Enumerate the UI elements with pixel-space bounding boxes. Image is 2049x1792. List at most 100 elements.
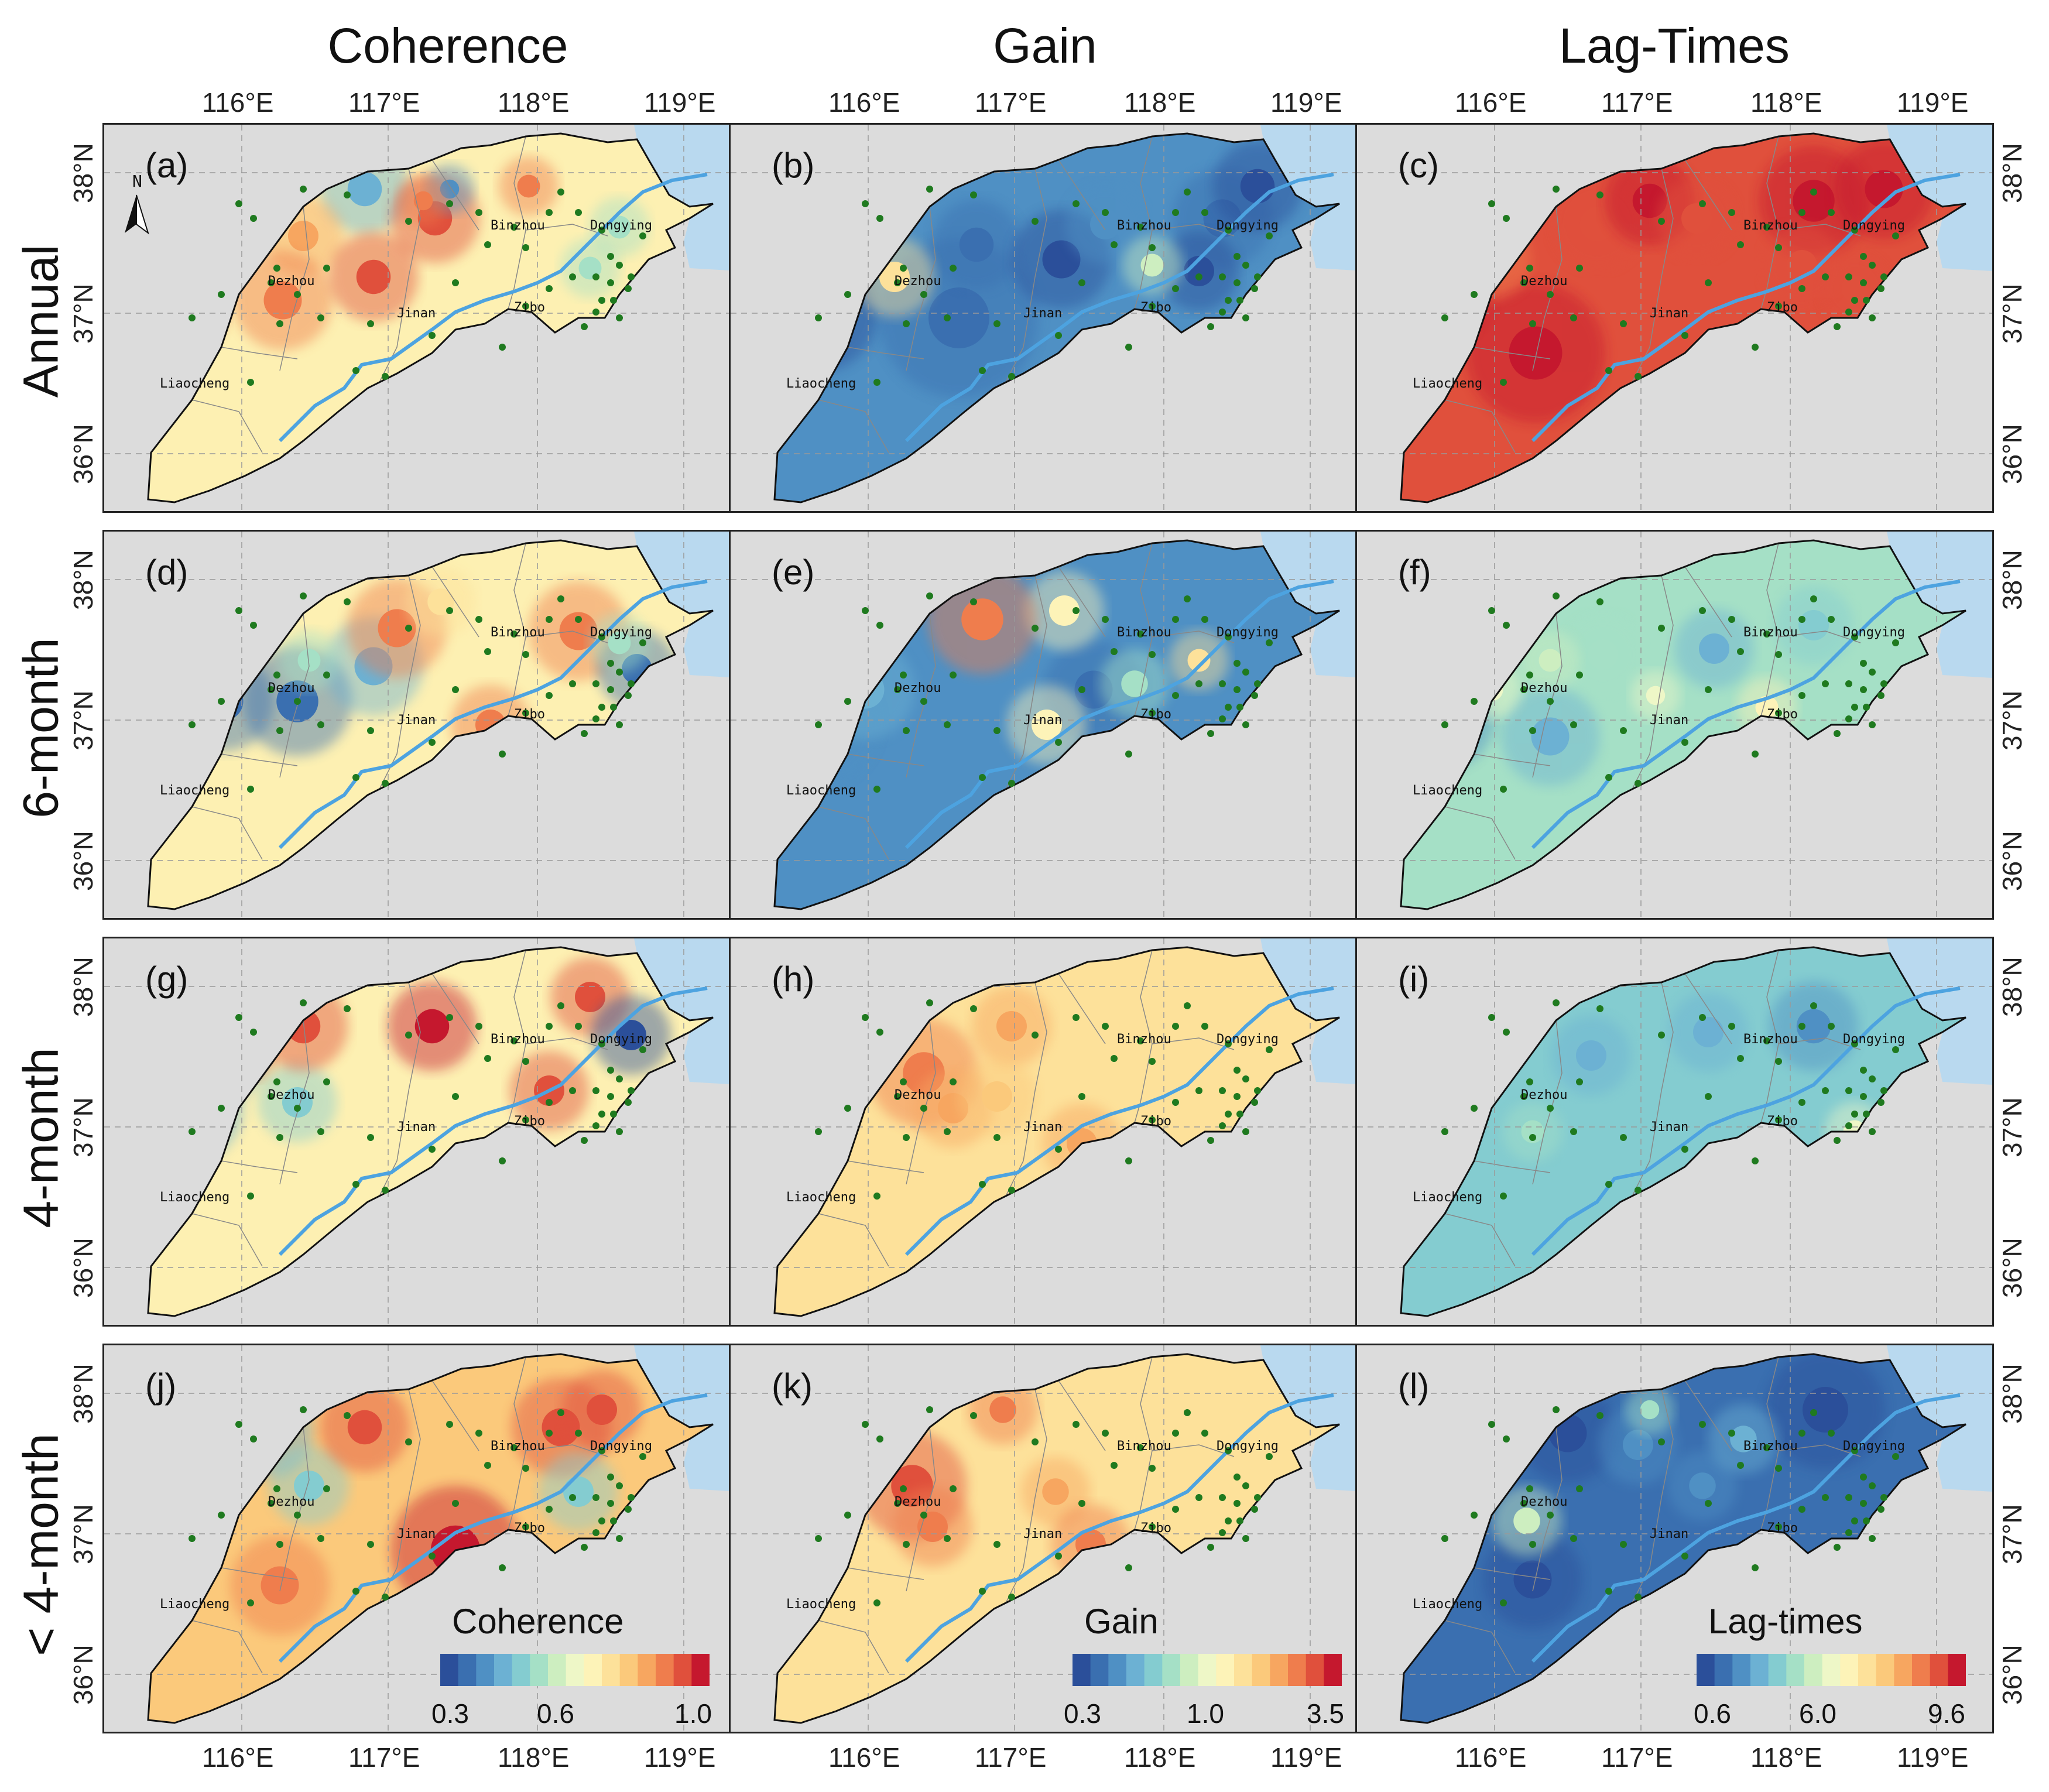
legend-title: Coherence [452, 1602, 624, 1641]
latitude-tick: 36°N [68, 831, 98, 891]
station-marker [1219, 309, 1226, 316]
station-marker [446, 1014, 453, 1021]
station-marker [598, 633, 605, 640]
station-marker [344, 1005, 351, 1012]
station-marker [475, 1430, 482, 1437]
latitude-tick: 36°N [68, 1238, 98, 1298]
station-marker [1728, 616, 1735, 623]
station-marker [1073, 607, 1080, 614]
station-marker [218, 698, 225, 705]
city-label: Dezhou [1521, 681, 1568, 695]
legend-swatch [1894, 1654, 1913, 1686]
station-marker [1225, 1040, 1232, 1047]
station-marker [616, 1075, 623, 1082]
yellow-river [278, 580, 708, 849]
city-label: Zibo [514, 300, 545, 315]
column-title-lag-times: Lag-Times [1559, 18, 1790, 73]
station-marker [1547, 1512, 1554, 1519]
value-spot [475, 710, 506, 740]
station-marker [1219, 715, 1226, 722]
station-marker [862, 1421, 869, 1428]
station-marker [1834, 730, 1841, 737]
station-marker [1763, 1037, 1770, 1044]
province-outline [1400, 539, 1966, 910]
legend-swatch [1786, 1654, 1805, 1686]
station-marker [1266, 1453, 1273, 1460]
value-halo [157, 277, 227, 347]
station-marker [1266, 232, 1273, 239]
yellow-river [904, 580, 1334, 849]
map-panel-a: N (a) Binzhou Dongying Dezhou Jinan Zibo Liaoch… [102, 123, 741, 513]
station-marker [273, 265, 280, 272]
station-marker [1810, 595, 1817, 602]
value-spot [1424, 1099, 1454, 1129]
station-marker [1032, 1032, 1039, 1039]
station-marker [1111, 648, 1118, 655]
district-boundary [431, 1380, 479, 1451]
station-marker [844, 1105, 851, 1112]
city-label: Dezhou [895, 1495, 941, 1509]
district-boundary [818, 1620, 889, 1674]
station-marker [1172, 1099, 1179, 1106]
station-marker [1860, 279, 1867, 286]
longitude-tick: 116°E [1455, 1742, 1527, 1773]
station-marker [920, 1105, 927, 1112]
north-arrow-icon [136, 194, 149, 235]
value-spot [1421, 1468, 1457, 1503]
station-marker [1520, 686, 1527, 693]
station-marker [247, 379, 254, 386]
station-marker [1125, 751, 1132, 758]
city-label: Binzhou [1117, 218, 1171, 233]
station-marker [235, 1014, 242, 1021]
station-marker [569, 1087, 576, 1094]
station-marker [484, 1462, 491, 1469]
station-marker [1605, 1181, 1612, 1188]
station-marker [639, 1453, 646, 1460]
station-marker [1172, 1506, 1179, 1513]
station-marker [499, 344, 506, 351]
latitude-tick: 37°N [1997, 1504, 2027, 1564]
legend-gain: Gain 0.3 1.0 3.5 [1064, 1602, 1344, 1729]
legend-swatch [1234, 1654, 1253, 1686]
station-marker [876, 622, 883, 629]
value-spot [414, 1009, 450, 1044]
station-marker [546, 1023, 553, 1030]
station-marker [575, 1023, 582, 1030]
station-marker [592, 1529, 599, 1536]
legend-swatch [1840, 1654, 1859, 1686]
station-marker [569, 1494, 576, 1501]
station-marker [499, 751, 506, 758]
latitude-tick: 38°N [1997, 957, 2027, 1017]
station-marker [970, 598, 977, 605]
station-marker [189, 314, 196, 321]
station-marker [1775, 651, 1782, 658]
district-boundary [1684, 566, 1732, 638]
city-label: Zibo [1140, 300, 1171, 315]
map-panel-k: (k) Binzhou Dongying Dezhou Jinan Zibo Liaoche… [729, 1344, 1368, 1733]
station-marker [944, 314, 951, 321]
station-marker [625, 692, 632, 699]
station-marker [873, 1193, 880, 1200]
map-canvas [1357, 938, 1992, 1325]
district-boundary [818, 806, 889, 860]
legend-swatch [1073, 1654, 1091, 1686]
panel-label: (d) [145, 553, 189, 592]
city-label: Zibo [1767, 707, 1798, 722]
station-marker [1149, 1465, 1156, 1472]
value-spot [1623, 1430, 1653, 1460]
station-marker [522, 1523, 529, 1530]
station-marker [616, 669, 623, 676]
legend-swatch [1252, 1654, 1270, 1686]
station-marker [1860, 253, 1867, 260]
longitude-tick: 116°E [828, 1742, 900, 1773]
station-marker [1763, 631, 1770, 638]
station-marker [1441, 1535, 1448, 1542]
station-marker [522, 303, 529, 310]
station-marker [1073, 200, 1080, 207]
value-spot [1865, 170, 1903, 208]
district-boundary [1532, 1427, 1563, 1592]
station-marker [1863, 704, 1870, 711]
value-spot [1426, 700, 1464, 738]
station-marker [1055, 332, 1062, 339]
station-marker [1728, 209, 1735, 216]
